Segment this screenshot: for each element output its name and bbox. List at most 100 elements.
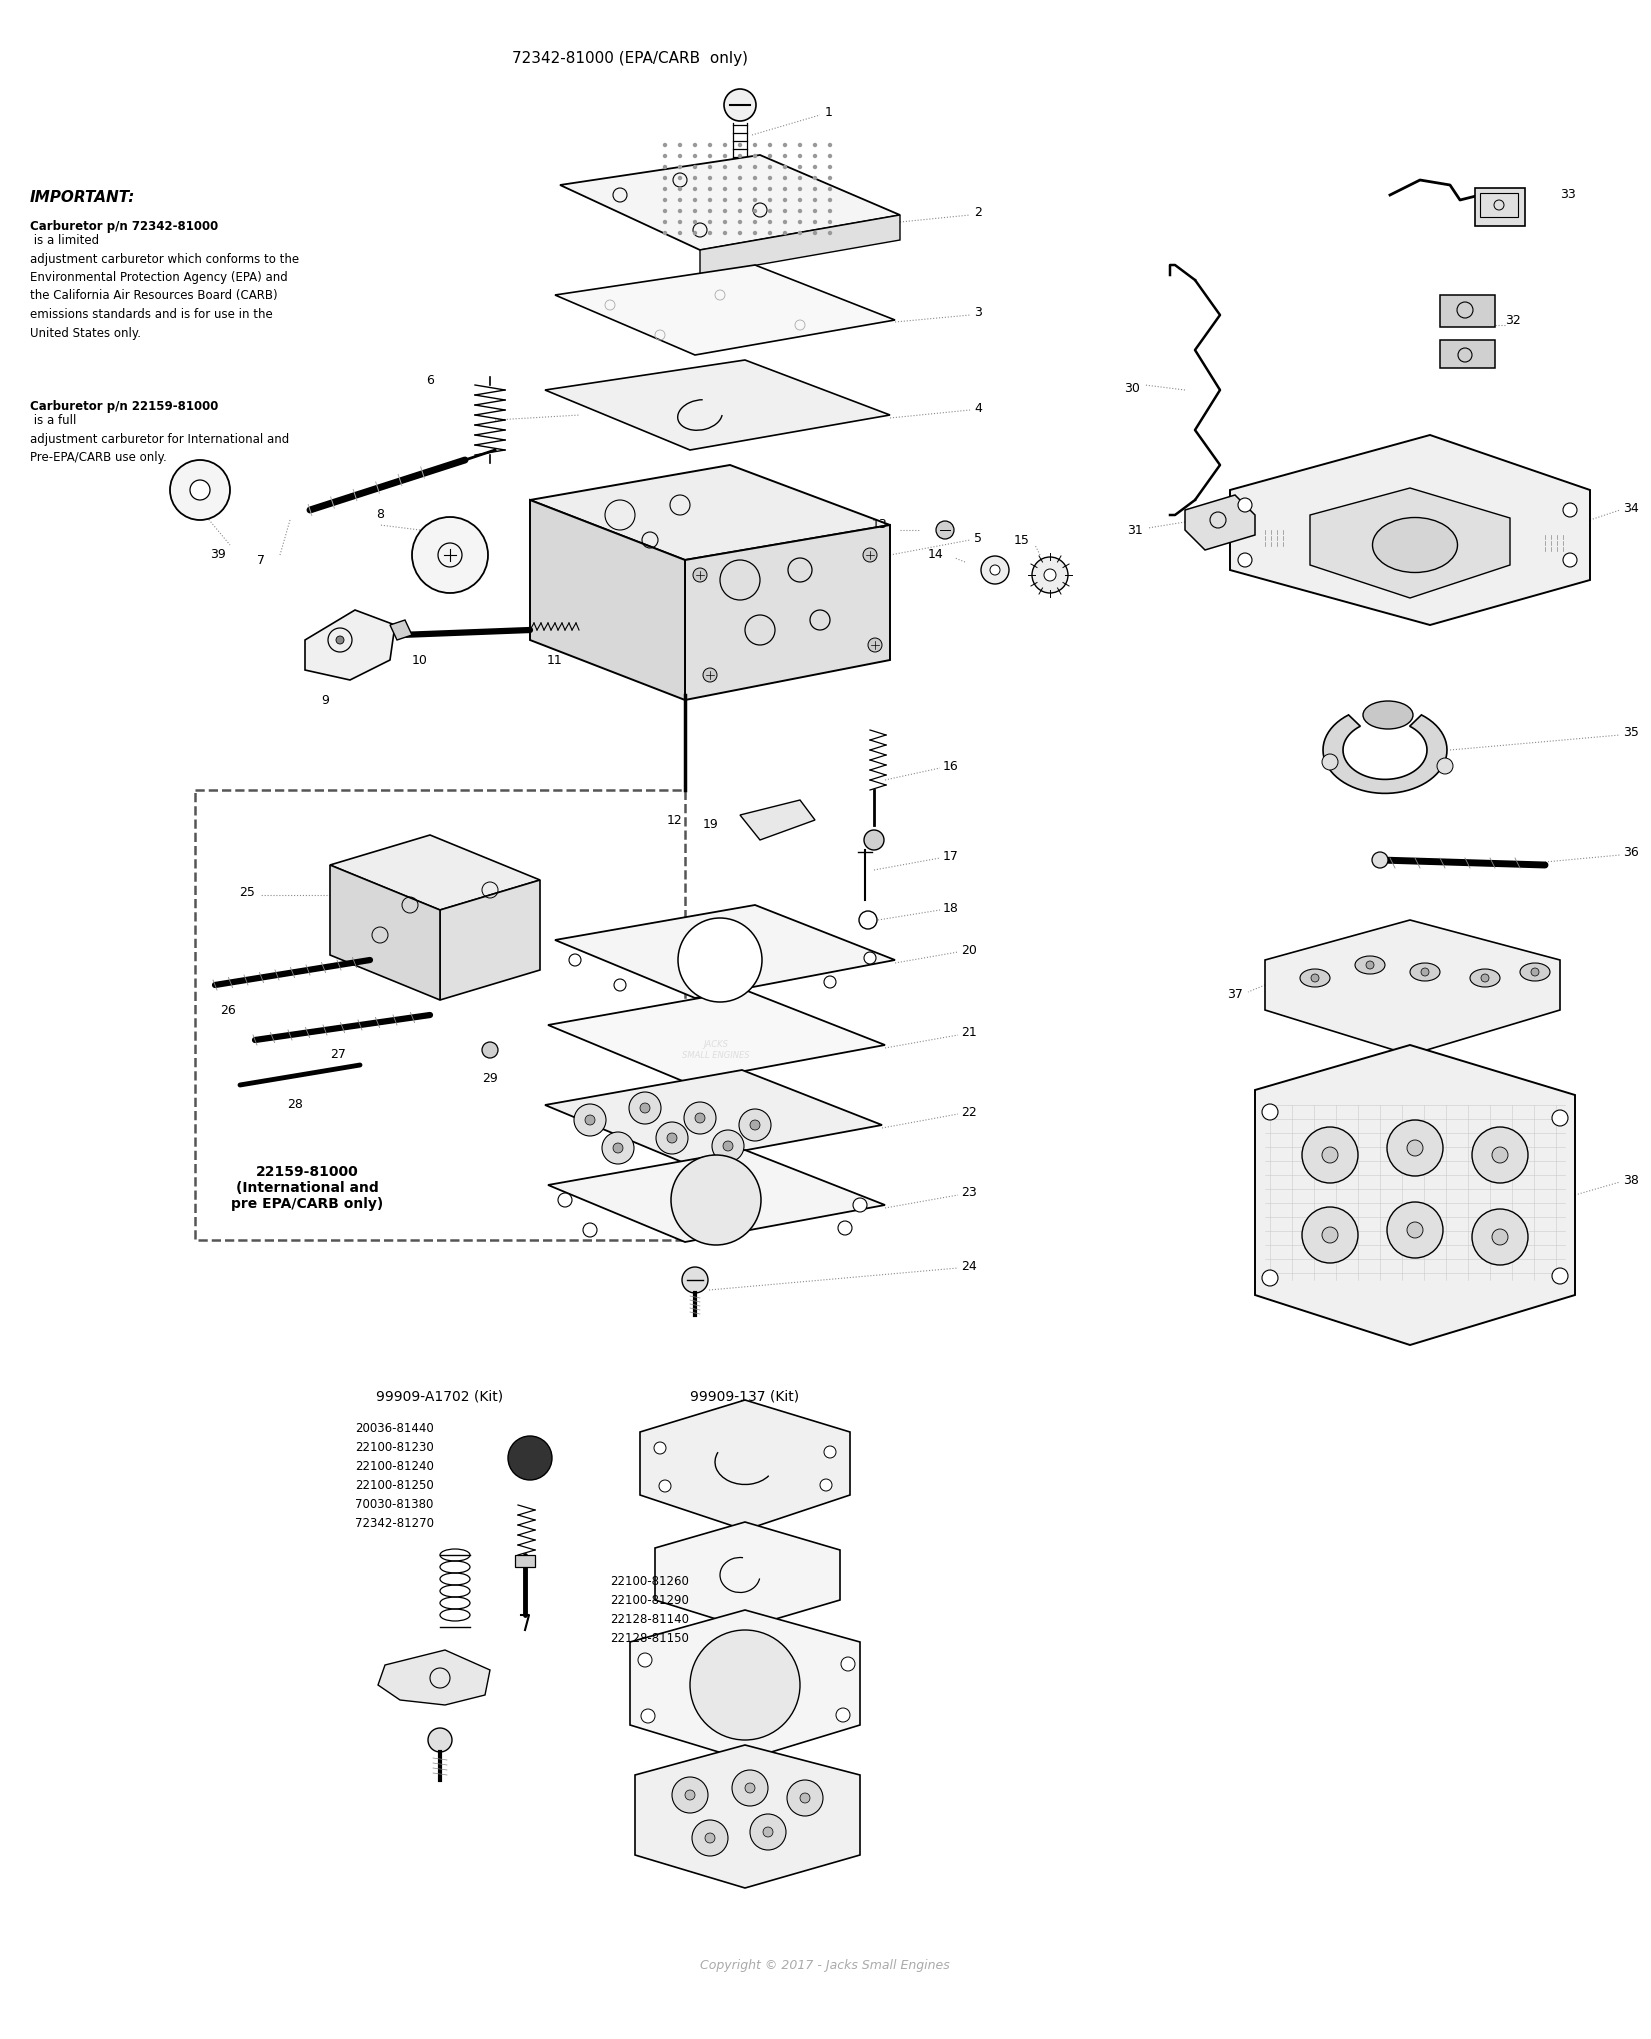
Text: 8: 8 bbox=[376, 508, 385, 522]
Circle shape bbox=[839, 1221, 852, 1236]
Circle shape bbox=[1407, 1140, 1423, 1156]
Circle shape bbox=[799, 165, 801, 169]
Circle shape bbox=[1436, 759, 1453, 775]
Circle shape bbox=[768, 155, 771, 157]
Circle shape bbox=[731, 1770, 768, 1807]
Circle shape bbox=[829, 165, 832, 169]
Text: 28: 28 bbox=[287, 1099, 302, 1111]
Circle shape bbox=[936, 522, 954, 538]
Polygon shape bbox=[560, 155, 900, 251]
Circle shape bbox=[753, 198, 756, 202]
Circle shape bbox=[854, 1199, 867, 1211]
Circle shape bbox=[723, 210, 726, 212]
Circle shape bbox=[1387, 1119, 1443, 1177]
Text: 38: 38 bbox=[1623, 1174, 1639, 1187]
Circle shape bbox=[664, 155, 667, 157]
Text: 12: 12 bbox=[667, 814, 684, 826]
Circle shape bbox=[753, 220, 756, 224]
Circle shape bbox=[614, 979, 626, 991]
Circle shape bbox=[703, 669, 717, 681]
Circle shape bbox=[679, 177, 682, 179]
Circle shape bbox=[693, 210, 697, 212]
Text: 3: 3 bbox=[974, 306, 982, 320]
Polygon shape bbox=[548, 1150, 885, 1242]
Circle shape bbox=[784, 177, 786, 179]
Circle shape bbox=[1372, 852, 1388, 869]
Text: 72342-81000 (EPA/CARB  only): 72342-81000 (EPA/CARB only) bbox=[512, 51, 748, 65]
Text: 22: 22 bbox=[961, 1105, 977, 1119]
Polygon shape bbox=[441, 881, 540, 999]
Circle shape bbox=[1261, 1270, 1278, 1287]
Text: 18: 18 bbox=[943, 901, 959, 916]
Circle shape bbox=[693, 569, 707, 581]
Circle shape bbox=[637, 1654, 652, 1668]
Text: 20036-81440
22100-81230
22100-81240
22100-81250
70030-81380
72342-81270: 20036-81440 22100-81230 22100-81240 2210… bbox=[355, 1421, 434, 1529]
Circle shape bbox=[981, 557, 1009, 583]
Text: 27: 27 bbox=[330, 1048, 347, 1062]
Circle shape bbox=[738, 220, 741, 224]
Circle shape bbox=[863, 830, 883, 850]
Polygon shape bbox=[685, 524, 890, 699]
Text: 14: 14 bbox=[928, 548, 943, 561]
Circle shape bbox=[799, 188, 801, 190]
Circle shape bbox=[708, 220, 712, 224]
Circle shape bbox=[725, 90, 756, 120]
Circle shape bbox=[753, 210, 756, 212]
Text: 31: 31 bbox=[1128, 524, 1142, 536]
Circle shape bbox=[509, 1435, 551, 1480]
Circle shape bbox=[799, 232, 801, 234]
Circle shape bbox=[659, 1480, 670, 1493]
Circle shape bbox=[679, 210, 682, 212]
Text: IMPORTANT:: IMPORTANT: bbox=[30, 190, 135, 206]
Circle shape bbox=[763, 1827, 773, 1837]
Circle shape bbox=[413, 518, 489, 593]
Circle shape bbox=[641, 1103, 650, 1113]
Ellipse shape bbox=[1364, 701, 1413, 730]
Circle shape bbox=[170, 461, 229, 520]
Circle shape bbox=[679, 220, 682, 224]
Polygon shape bbox=[555, 905, 895, 997]
Circle shape bbox=[705, 1833, 715, 1843]
Circle shape bbox=[738, 165, 741, 169]
Circle shape bbox=[768, 165, 771, 169]
Circle shape bbox=[829, 143, 832, 147]
Circle shape bbox=[768, 232, 771, 234]
Text: 1: 1 bbox=[826, 106, 832, 120]
Circle shape bbox=[570, 954, 581, 966]
Text: JACKS
SMALL ENGINES: JACKS SMALL ENGINES bbox=[682, 1040, 750, 1060]
Text: 30: 30 bbox=[1124, 381, 1139, 394]
Circle shape bbox=[712, 1130, 745, 1162]
Circle shape bbox=[814, 188, 817, 190]
Text: 35: 35 bbox=[1623, 726, 1639, 740]
Circle shape bbox=[584, 1115, 594, 1126]
Circle shape bbox=[784, 165, 786, 169]
Circle shape bbox=[753, 232, 756, 234]
Circle shape bbox=[428, 1727, 452, 1752]
Circle shape bbox=[768, 177, 771, 179]
Circle shape bbox=[693, 165, 697, 169]
Polygon shape bbox=[655, 1521, 840, 1627]
Circle shape bbox=[868, 638, 882, 652]
Text: 34: 34 bbox=[1623, 502, 1639, 514]
Circle shape bbox=[814, 143, 817, 147]
Circle shape bbox=[337, 636, 343, 644]
Circle shape bbox=[679, 143, 682, 147]
Text: 2: 2 bbox=[974, 206, 982, 220]
Circle shape bbox=[753, 177, 756, 179]
Circle shape bbox=[1311, 975, 1319, 983]
Text: 99909-A1702 (Kit): 99909-A1702 (Kit) bbox=[376, 1391, 504, 1405]
Text: 15: 15 bbox=[1014, 534, 1030, 546]
Circle shape bbox=[1493, 1148, 1507, 1162]
Circle shape bbox=[799, 177, 801, 179]
Circle shape bbox=[654, 1442, 665, 1454]
Circle shape bbox=[655, 1121, 688, 1154]
Circle shape bbox=[784, 198, 786, 202]
Circle shape bbox=[1238, 498, 1251, 512]
Circle shape bbox=[1481, 975, 1489, 983]
Circle shape bbox=[768, 143, 771, 147]
Circle shape bbox=[679, 918, 763, 1001]
Circle shape bbox=[738, 155, 741, 157]
Circle shape bbox=[679, 232, 682, 234]
Circle shape bbox=[799, 198, 801, 202]
Text: 5: 5 bbox=[974, 532, 982, 544]
